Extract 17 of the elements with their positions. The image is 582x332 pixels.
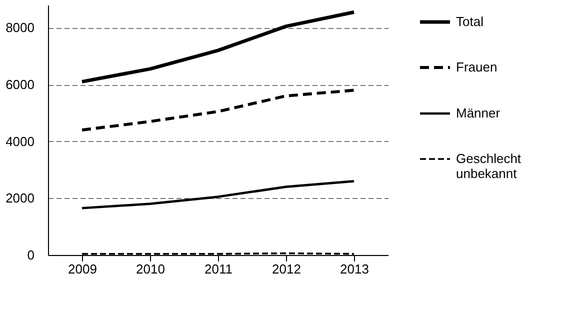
legend-label: Total xyxy=(456,14,484,29)
y-tick-label: 0 xyxy=(27,248,34,262)
line-series xyxy=(80,10,356,84)
y-tick-label: 2000 xyxy=(6,190,34,206)
legend-label: Männer xyxy=(456,106,501,120)
y-tick-label: 4000 xyxy=(6,134,34,149)
legend-label: Geschlecht unbekannt xyxy=(456,151,522,181)
y-tick-label: 8000 xyxy=(6,20,34,36)
x-tick-label: 2013 xyxy=(340,262,369,276)
y-tick-label: 6000 xyxy=(6,77,34,92)
legend-label: Frauen xyxy=(456,60,498,74)
line-series xyxy=(80,88,356,132)
line-series xyxy=(80,180,356,210)
x-tick-label: 2012 xyxy=(272,262,301,276)
x-tick-label: 2010 xyxy=(136,262,165,276)
x-tick-label: 2011 xyxy=(204,262,232,276)
x-tick-label: 2009 xyxy=(68,262,97,276)
